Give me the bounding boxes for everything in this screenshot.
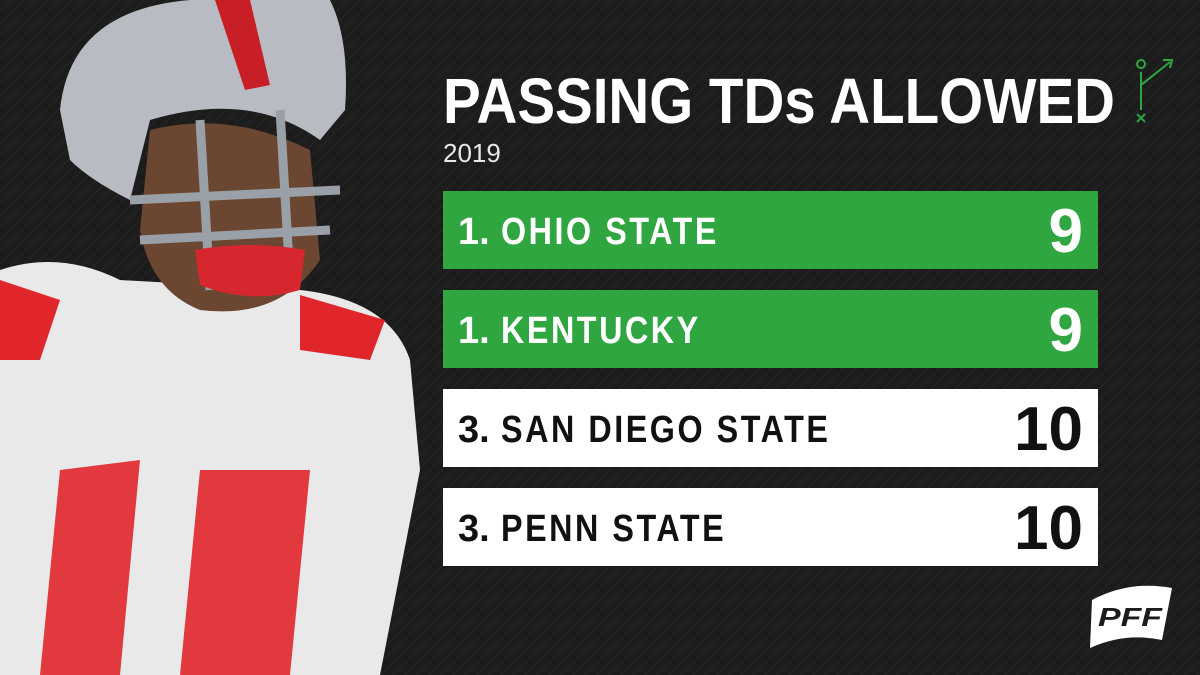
row-background — [443, 290, 1098, 368]
logo-text: PFF — [1098, 602, 1163, 632]
row-background — [443, 488, 1098, 566]
value: 10 — [1014, 395, 1083, 464]
rank: 3. — [458, 508, 490, 550]
play-icon — [1136, 59, 1174, 123]
player-photo — [0, 0, 420, 675]
rank: 1. — [458, 211, 490, 253]
value: 10 — [1014, 494, 1083, 563]
row-background — [443, 389, 1098, 467]
value: 9 — [1049, 197, 1083, 266]
row-background — [443, 191, 1098, 269]
subtitle: 2019 — [443, 138, 501, 168]
rank: 1. — [458, 310, 490, 352]
rank: 3. — [458, 409, 490, 451]
value: 9 — [1049, 296, 1083, 365]
team-name: OHIO STATE — [501, 211, 719, 253]
team-name: KENTUCKY — [501, 310, 701, 352]
pff-logo: PFF — [1090, 585, 1172, 648]
title: PASSING TDs ALLOWED — [443, 65, 1115, 137]
team-name: SAN DIEGO STATE — [501, 409, 830, 451]
team-name: PENN STATE — [501, 508, 726, 550]
ranking-list: 1. OHIO STATE 9 1. KENTUCKY 9 3. SAN DIEGO STAT… — [443, 191, 1098, 566]
